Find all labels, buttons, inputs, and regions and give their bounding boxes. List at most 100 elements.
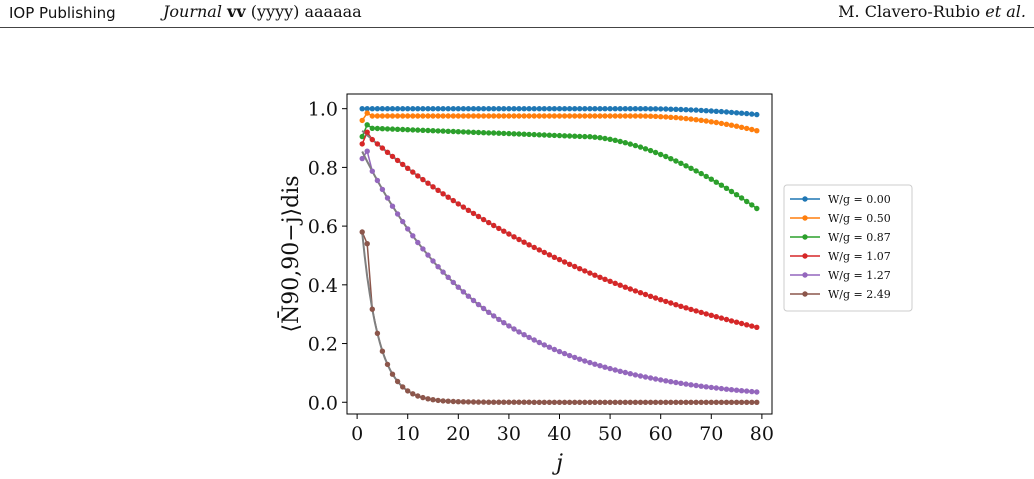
data-point [617, 368, 623, 374]
data-point [673, 106, 679, 113]
data-point [526, 113, 532, 119]
data-point [501, 113, 507, 119]
data-point [718, 182, 725, 188]
data-point [496, 130, 502, 136]
data-point [658, 377, 664, 383]
data-point [379, 126, 386, 132]
data-point [632, 106, 639, 112]
data-point [480, 216, 487, 223]
data-point [445, 128, 451, 134]
data-point [561, 113, 568, 119]
data-point [627, 113, 633, 119]
data-point [683, 107, 689, 113]
data-point [359, 117, 365, 124]
data-point [450, 106, 456, 112]
data-point [632, 288, 639, 294]
data-point [572, 263, 578, 270]
data-point [749, 399, 755, 405]
data-point [658, 106, 664, 112]
data-point [496, 113, 502, 119]
data-point [420, 246, 426, 252]
data-point [668, 379, 674, 385]
author-etal: et al. [985, 2, 1026, 21]
data-point [673, 114, 679, 121]
data-point [445, 274, 451, 280]
data-point [384, 195, 391, 201]
data-point [673, 379, 679, 386]
data-point [749, 111, 755, 117]
data-point [475, 301, 482, 308]
data-point [733, 319, 740, 325]
data-point [546, 106, 553, 112]
data-point [693, 117, 699, 123]
data-point [744, 110, 750, 117]
data-point [652, 295, 659, 301]
data-point [359, 141, 365, 147]
data-point [728, 387, 735, 393]
data-point [394, 157, 401, 164]
series-5 [359, 148, 760, 395]
data-point [749, 388, 755, 395]
data-point [723, 121, 730, 128]
data-point [556, 113, 563, 119]
data-point [708, 108, 714, 114]
series-4 [359, 129, 760, 330]
legend-label: W/g = 0.00 [828, 193, 891, 206]
data-point [384, 126, 391, 132]
data-point [713, 385, 719, 391]
data-point [607, 113, 613, 119]
data-point [491, 106, 497, 112]
data-point [475, 106, 482, 112]
data-point [663, 399, 669, 405]
y-tick-label: 0.4 [308, 275, 338, 297]
data-point [622, 106, 628, 112]
data-point [566, 113, 573, 119]
data-point [359, 106, 365, 112]
data-point [516, 236, 522, 243]
data-point [754, 389, 760, 395]
data-point [379, 186, 386, 193]
data-point [718, 385, 725, 392]
data-point [597, 135, 603, 141]
data-point [394, 113, 401, 119]
data-point [647, 113, 654, 119]
data-point [374, 330, 381, 336]
data-point [415, 393, 421, 399]
data-point [491, 222, 497, 229]
data-point [617, 282, 623, 288]
legend-marker [802, 253, 808, 259]
legend: W/g = 0.00 W/g = 0.50 W/g = 0.87 W/g = 1.07… [783, 184, 913, 312]
data-point [389, 126, 396, 132]
data-point [551, 254, 558, 260]
data-point [501, 130, 507, 137]
data-point [708, 119, 714, 125]
data-point [506, 106, 512, 112]
data-point [455, 201, 461, 207]
data-point [744, 399, 750, 405]
data-point [728, 188, 735, 195]
data-point [455, 284, 461, 290]
data-point [445, 194, 451, 200]
data-point [627, 371, 633, 377]
data-point [612, 106, 618, 112]
data-point [632, 372, 639, 378]
data-point [561, 106, 568, 112]
data-point [663, 106, 669, 112]
data-point [389, 106, 396, 112]
data-point [400, 384, 406, 390]
data-point [415, 113, 421, 119]
data-point [440, 398, 446, 404]
data-point [703, 399, 709, 405]
data-point [708, 176, 714, 182]
x-tick-label: 40 [547, 423, 571, 445]
data-point [754, 111, 760, 118]
data-point [359, 155, 365, 162]
data-point [551, 346, 558, 353]
data-point [627, 141, 633, 147]
data-point [587, 270, 593, 276]
x-tick-label: 60 [649, 423, 673, 445]
data-point [551, 113, 558, 119]
journal-name: Journal [163, 2, 222, 21]
data-point [708, 399, 714, 405]
data-point [486, 113, 492, 119]
